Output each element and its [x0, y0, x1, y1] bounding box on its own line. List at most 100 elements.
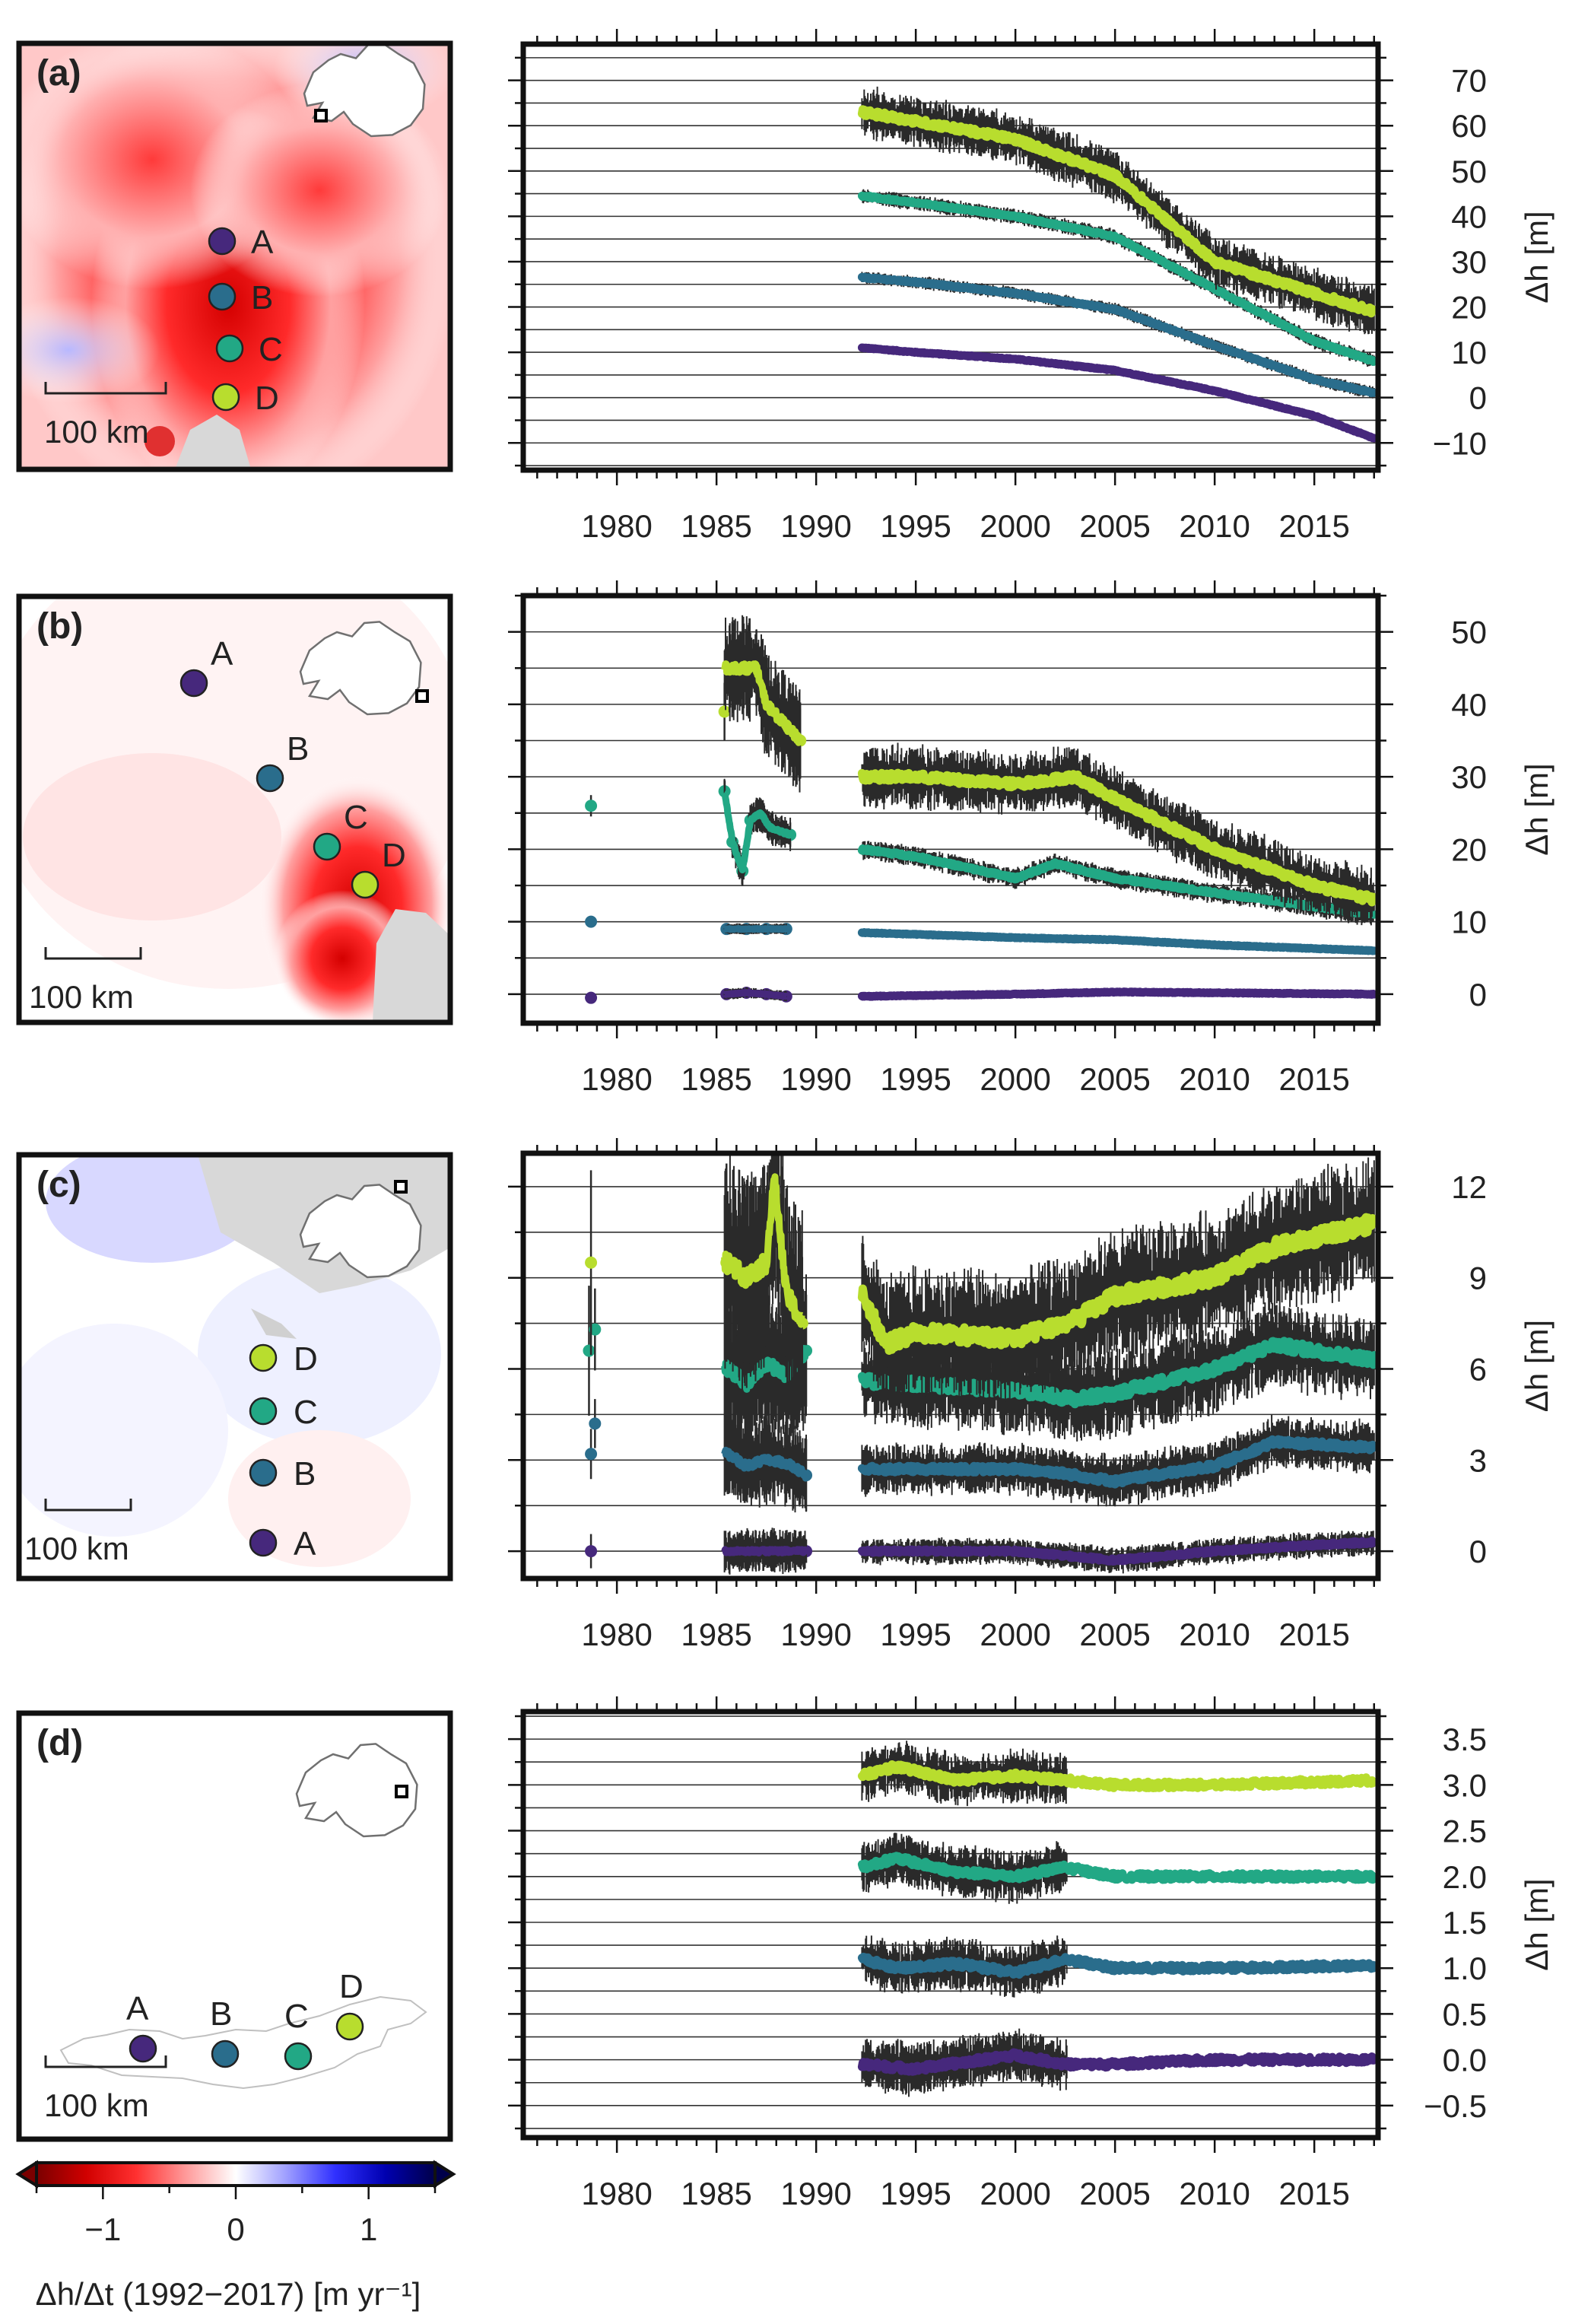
ice-shelf [175, 415, 251, 469]
site-marker-b [211, 2039, 240, 2068]
y-axis-title: Δh [m] [1519, 211, 1555, 303]
y-tick-label: 40 [1451, 687, 1487, 723]
error-bars-a [861, 344, 1375, 442]
site-label: B [287, 730, 309, 768]
x-tick-label: 1985 [681, 1617, 751, 1652]
panel-label: (d) [37, 1723, 83, 1763]
y-tick-label: 3.5 [1443, 1722, 1487, 1757]
y-tick-label: 20 [1451, 290, 1487, 326]
early-point-c [583, 1344, 595, 1357]
y-tick-label: 6 [1469, 1351, 1487, 1387]
map-panel: 100 km A BCD (b) [16, 593, 453, 1025]
x-tick-label: 2010 [1179, 2176, 1250, 2211]
site-marker-b [208, 282, 237, 311]
x-tick-label: 1990 [780, 508, 851, 544]
x-tick-label: 1980 [581, 1061, 652, 1097]
x-tick-label: 1990 [780, 1617, 851, 1652]
site-marker-d [335, 2012, 364, 2041]
plot-frame [520, 1709, 1381, 2141]
site-label: C [344, 799, 368, 836]
site-label: C [259, 331, 283, 368]
site-marker-b [249, 1458, 278, 1487]
y-tick-label: 3 [1469, 1442, 1487, 1478]
timeseries-panel: 1980 1985 1990 1995 2000 2005 2010 2015 0 10 20 30 4… [508, 580, 1555, 1097]
x-tick-label: 1995 [880, 2176, 951, 2211]
y-tick-label: 10 [1451, 904, 1487, 940]
x-tick-label: 2015 [1278, 1617, 1349, 1652]
site-marker-a [208, 227, 237, 256]
series-line-b [857, 928, 1378, 955]
early-series-c [721, 789, 794, 874]
plot-frame [520, 593, 1381, 1026]
series-line-d [857, 768, 1378, 907]
series-line-d [857, 105, 1378, 318]
series-line-c [857, 1852, 1378, 1884]
early-series-b [721, 925, 789, 933]
early-point-b [589, 1417, 602, 1430]
x-tick-label: 2005 [1079, 1617, 1150, 1652]
colorbar-ramp [35, 2161, 437, 2187]
location-marker [395, 1785, 408, 1798]
x-tick-label: 2010 [1179, 1061, 1250, 1097]
y-tick-label: 2.0 [1443, 1859, 1487, 1895]
y-tick-label: 20 [1451, 831, 1487, 867]
x-tick-label: 2000 [980, 1617, 1050, 1652]
timeseries-panel: 1980 1985 1990 1995 2000 2005 2010 2015 −0.5 0.0 0… [508, 1696, 1555, 2211]
site-label: A [251, 224, 274, 261]
series-line-a [857, 2048, 1378, 2076]
colorbar-tick-label: 1 [360, 2211, 377, 2247]
x-tick-label: 2010 [1179, 508, 1250, 544]
series-line-c [857, 844, 1378, 919]
early-series-a [721, 989, 789, 1000]
y-tick-label: 60 [1451, 108, 1487, 144]
early-point-c [585, 800, 598, 812]
antarctica-inset [299, 1184, 422, 1279]
site-marker-d [211, 383, 240, 412]
site-label: C [284, 1998, 309, 2035]
y-tick-label: 30 [1451, 244, 1487, 280]
site-label: B [294, 1455, 316, 1493]
series-line-a [857, 987, 1378, 1001]
x-tick-label: 1985 [681, 508, 751, 544]
site-marker-a [129, 2034, 157, 2063]
x-tick-label: 2015 [1278, 2176, 1349, 2211]
series-line-b [857, 1435, 1378, 1489]
y-tick-label: 2.5 [1443, 1814, 1487, 1849]
early-point-a [585, 991, 598, 1004]
y-tick-label: −10 [1433, 425, 1487, 461]
early-series-d [721, 660, 804, 746]
y-tick-label: 0.5 [1443, 1996, 1487, 2032]
x-tick-label: 1980 [581, 508, 652, 544]
early-series-a [721, 1546, 810, 1556]
y-tick-label: −0.5 [1424, 2088, 1487, 2124]
y-tick-label: 10 [1451, 335, 1487, 370]
early-point-d [718, 705, 731, 718]
site-label: B [251, 279, 273, 316]
site-marker-d [351, 870, 380, 899]
ice-shelf [373, 909, 450, 1022]
x-tick-label: 1985 [681, 2176, 751, 2211]
site-label: D [382, 837, 406, 874]
early-point-a [585, 1545, 598, 1558]
location-marker [415, 689, 429, 703]
y-tick-label: 1.0 [1443, 1950, 1487, 1986]
y-tick-label: 50 [1451, 154, 1487, 189]
y-axis-title: Δh [m] [1519, 1878, 1555, 1970]
y-tick-label: 0.0 [1443, 2043, 1487, 2078]
y-tick-label: 1.5 [1443, 1905, 1487, 1941]
scale-bar [44, 382, 167, 395]
y-tick-label: 40 [1451, 199, 1487, 234]
x-tick-label: 1985 [681, 1061, 751, 1097]
x-tick-label: 2015 [1278, 508, 1349, 544]
early-point-b [585, 915, 598, 928]
panel-label: (c) [37, 1165, 81, 1205]
timeseries-panel: 1980 1985 1990 1995 2000 2005 2010 2015 0 3 6 9 12 Δh… [508, 1138, 1555, 1652]
x-tick-label: 2005 [1079, 508, 1150, 544]
site-label: B [210, 1995, 232, 2033]
panel-label: (b) [37, 606, 83, 647]
x-tick-label: 2010 [1179, 1617, 1250, 1652]
site-marker-c [313, 832, 341, 861]
series-line-d [857, 1213, 1378, 1355]
